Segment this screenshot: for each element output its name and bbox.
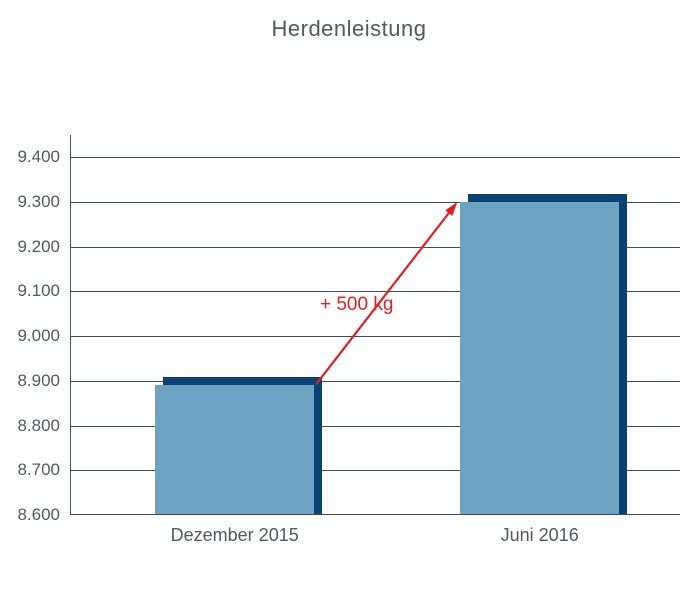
y-tick-label: 9.300 [17,192,60,212]
delta-annotation: + 500 kg [320,294,393,316]
chart-title: Herdenleistung [0,16,698,42]
plot-area: 8.6008.7008.8008.9009.0009.1009.2009.300… [70,135,680,515]
y-tick-label: 9.100 [17,281,60,301]
y-tick-label: 9.400 [17,147,60,167]
y-tick-label: 9.000 [17,326,60,346]
x-tick-label: Juni 2016 [501,525,579,546]
y-tick-label: 8.700 [17,460,60,480]
y-tick-label: 8.900 [17,371,60,391]
chart-container: Herdenleistung 8.6008.7008.8008.9009.000… [0,0,698,600]
y-tick-label: 8.800 [17,416,60,436]
x-tick-label: Dezember 2015 [171,525,299,546]
y-tick-label: 9.200 [17,237,60,257]
y-tick-label: 8.600 [17,505,60,525]
trend-arrow [70,135,680,515]
